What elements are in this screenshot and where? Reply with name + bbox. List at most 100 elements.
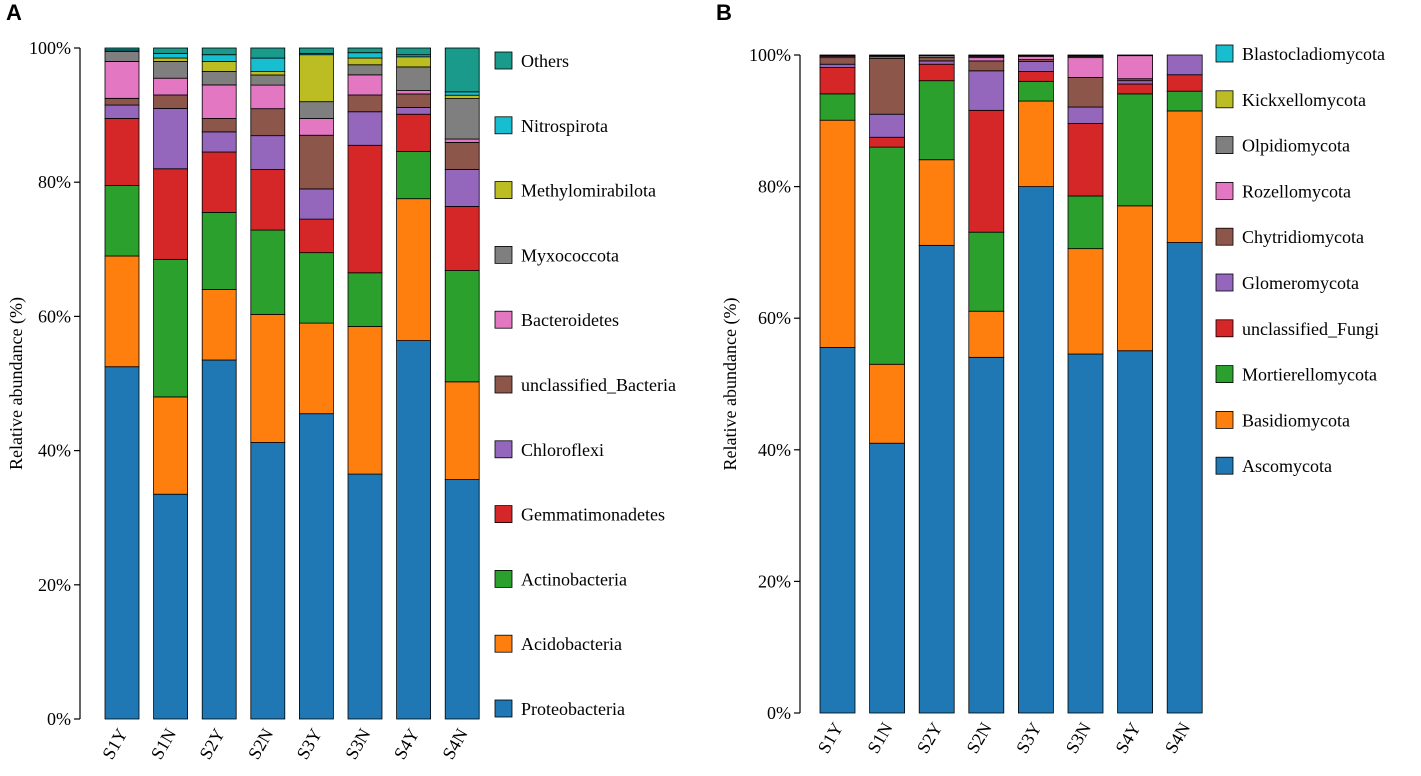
bar-a-S1Y-Proteobacteria [104,366,140,720]
legend-label-b-Olpidiomycota: Olpidiomycota [1242,136,1350,156]
bar-b-S3Y-Basidiomycota [1018,100,1054,187]
bar-a-S3Y-Methylomirabilota [298,54,334,103]
legend-swatch-b-Glomeromycota [1215,273,1234,292]
bar-a-S2Y-Bacteroidetes [201,84,237,119]
bar-a-S1Y-Chloroflexi [104,104,140,119]
bar-b-S1N-Blastocladiomycota [869,54,905,57]
bar-a-S3N-Nitrospirota [347,52,383,59]
bar-b-S3N-Rozellomycota [1067,57,1104,78]
bar-a-S1Y-Myxococcota [104,50,140,62]
bar-b-S2Y-Ascomycota [918,244,955,714]
y-tick-label-a-1: 20% [38,575,71,595]
bar-b-S4Y-Glomeromycota [1117,80,1153,85]
bar-a-S2N-Nitrospirota [250,57,286,73]
legend-swatch-b-unclassified_Fungi [1215,319,1234,338]
bar-b-S4N-unclassified_Fungi [1166,74,1203,92]
bar-a-S4Y-Acidobacteria [396,198,432,341]
bar-a-S4N-Methylomirabilota [444,94,480,99]
bar-a-S3Y-Myxococcota [298,101,334,119]
legend-swatch-a-Nitrospirota [494,116,513,135]
bar-b-S3N-unclassified_Fungi [1067,123,1104,197]
y-tick-label-b-5: 100% [749,45,791,65]
bar-a-S4N-Nitrospirota [444,91,480,96]
bar-a-S1N-Others [153,47,189,54]
bar-b-S2N-Rozellomycota [968,57,1005,62]
legend-label-b-Ascomycota: Ascomycota [1242,456,1332,476]
x-tick-label-b-S3Y: S3Y [1012,719,1045,757]
bar-a-S2Y-Gemmatimonadetes [201,151,237,213]
bar-b-S2N-Basidiomycota [968,310,1005,358]
bar-a-S1Y-Actinobacteria [104,185,140,257]
bar-b-S1Y-Mortierellomycota [819,93,856,121]
bar-a-S2N-Acidobacteria [250,313,286,443]
bar-b-S1Y-Glomeromycota [819,63,856,68]
y-tick-label-b-0: 0% [767,703,791,723]
bar-b-S3Y-Rozellomycota [1018,55,1054,61]
bar-b-S4Y-Mortierellomycota [1117,93,1153,207]
bar-b-S2N-Ascomycota [968,356,1005,714]
bar-b-S3N-Mortierellomycota [1067,195,1104,250]
bar-a-S3Y-unclassified_Bacteria [298,134,334,190]
bar-b-S2N-unclassified_Fungi [968,109,1005,233]
legend-label-a-unclassified_Bacteria: unclassified_Bacteria [521,375,676,395]
legend-label-a-Myxococcota: Myxococcota [521,245,619,265]
bar-b-S2Y-Mortierellomycota [918,80,955,161]
bar-a-S3Y-Actinobacteria [298,252,334,324]
bar-a-S1Y-unclassified_Bacteria [104,97,140,106]
bar-a-S2N-Others [250,47,286,59]
legend-swatch-a-unclassified_Bacteria [494,375,513,394]
bar-a-S4N-Chloroflexi [444,168,480,207]
bar-a-S3Y-Acidobacteria [298,322,334,415]
bar-a-S4Y-Gemmatimonadetes [396,113,432,152]
legend-swatch-a-Gemmatimonadetes [494,505,513,524]
legend-label-a-Nitrospirota: Nitrospirota [521,116,608,136]
bar-a-S4Y-Proteobacteria [396,340,432,720]
bar-b-S2Y-Kickxellomycota [918,54,955,57]
legend-swatch-a-Chloroflexi [494,440,513,459]
bar-a-S3N-Others [347,47,383,54]
x-tick-label-b-S1Y: S1Y [814,719,847,757]
x-tick-label-a-S2Y: S2Y [195,725,228,763]
legend-label-b-Basidiomycota: Basidiomycota [1242,410,1350,430]
legend-swatch-b-Blastocladiomycota [1215,44,1234,63]
legend-label-b-Kickxellomycota: Kickxellomycota [1242,90,1366,110]
panel-a-chart: 0% 20% 40% 60% 80% 100% Relative abundance (%)… [6,38,676,763]
legend-swatch-b-Ascomycota [1215,456,1234,475]
bar-b-S3N-Ascomycota [1067,353,1104,714]
bar-b-S1N-Mortierellomycota [869,146,905,365]
bar-a-S1Y-Gemmatimonadetes [104,118,140,186]
bar-b-S4N-Glomeromycota [1166,54,1203,76]
y-tick-label-a-3: 60% [38,306,71,326]
bar-b-S4Y-Ascomycota [1117,350,1153,714]
bar-a-S4Y-Myxococcota [396,66,432,91]
bar-a-S1N-Methylomirabilota [153,57,189,62]
legend-swatch-a-Acidobacteria [494,634,513,653]
legend-label-a-Others: Others [521,51,569,71]
bar-b-S1Y-Basidiomycota [819,119,856,348]
x-tick-label-a-S3N: S3N [341,725,374,763]
bar-a-S4N-unclassified_Bacteria [444,142,480,170]
bar-a-S1N-Actinobacteria [153,258,189,398]
bar-b-S3Y-unclassified_Fungi [1018,71,1054,82]
y-tick-label-b-3: 60% [758,308,791,328]
bar-b-S3Y-Glomeromycota [1018,61,1054,72]
bar-b-S2Y-Basidiomycota [918,159,955,246]
bar-b-S2Y-Chytridiomycota [918,57,955,62]
legend-swatch-b-Mortierellomycota [1215,365,1234,384]
bar-a-S1N-Gemmatimonadetes [153,168,189,260]
bar-a-S2N-Chloroflexi [250,135,286,170]
legend-label-b-Glomeromycota: Glomeromycota [1242,273,1359,293]
bar-a-S2Y-Actinobacteria [201,211,237,290]
bar-a-S4N-Gemmatimonadetes [444,206,480,271]
x-tick-label-b-S2N: S2N [962,719,995,757]
legend-label-a-Bacteroidetes: Bacteroidetes [521,310,619,330]
bar-a-S4Y-unclassified_Bacteria [396,93,432,108]
bar-a-S4N-Others [444,47,480,93]
x-tick-label-b-S4Y: S4Y [1111,719,1144,757]
legend-label-a-Chloroflexi: Chloroflexi [521,440,604,460]
bar-b-S2Y-Glomeromycota [918,60,955,65]
x-tick-label-b-S4N: S4N [1161,719,1194,757]
bar-b-S1N-Chytridiomycota [869,57,905,115]
bar-a-S1Y-Others [104,47,140,51]
